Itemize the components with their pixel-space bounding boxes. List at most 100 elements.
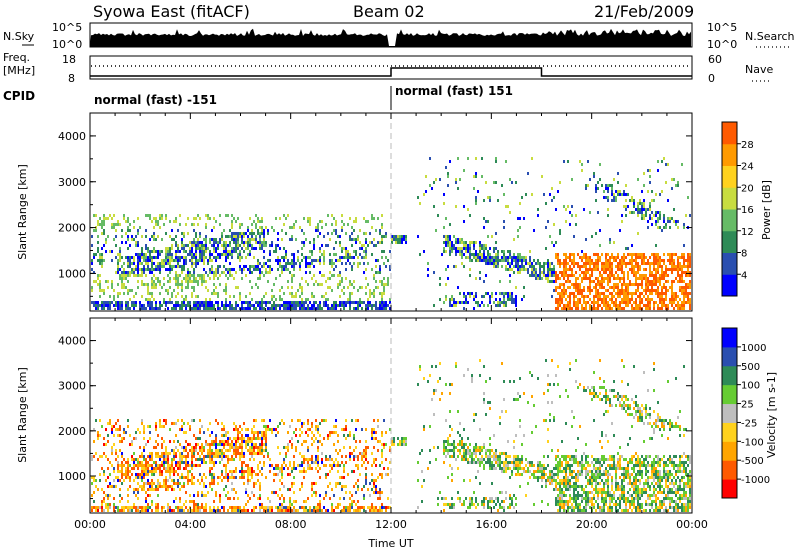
data-pixel (539, 262, 541, 265)
data-pixel (659, 298, 661, 301)
data-pixel (661, 277, 663, 280)
data-pixel (223, 304, 225, 307)
data-pixel (91, 286, 93, 289)
data-pixel (569, 292, 571, 295)
data-pixel (487, 220, 489, 223)
data-pixel (235, 437, 237, 440)
data-pixel (627, 301, 629, 304)
data-pixel (185, 277, 187, 280)
data-pixel (193, 253, 195, 256)
data-pixel (649, 208, 651, 211)
data-pixel (163, 223, 165, 226)
data-pixel (679, 265, 681, 268)
data-pixel (325, 280, 327, 283)
data-pixel (361, 428, 363, 431)
data-pixel (631, 259, 633, 262)
data-pixel (191, 479, 193, 482)
data-pixel (231, 232, 233, 235)
data-pixel (221, 232, 223, 235)
data-pixel (607, 187, 609, 190)
data-pixel (343, 292, 345, 295)
data-pixel (157, 262, 159, 265)
data-pixel (371, 268, 373, 271)
data-pixel (497, 262, 499, 265)
data-pixel (473, 247, 475, 250)
data-pixel (291, 437, 293, 440)
data-pixel (477, 190, 479, 193)
data-pixel (137, 274, 139, 277)
data-pixel (235, 443, 237, 446)
data-pixel (659, 307, 661, 310)
data-pixel (137, 491, 139, 494)
data-pixel (191, 262, 193, 265)
data-pixel (373, 485, 375, 488)
data-pixel (247, 304, 249, 307)
data-pixel (627, 283, 629, 286)
data-pixel (193, 277, 195, 280)
data-pixel (689, 256, 691, 259)
data-pixel (459, 301, 461, 304)
data-pixel (171, 470, 173, 473)
data-pixel (141, 464, 143, 467)
data-pixel (319, 247, 321, 250)
data-pixel (419, 368, 421, 371)
data-pixel (563, 277, 565, 280)
data-pixel (317, 307, 319, 310)
data-pixel (289, 506, 291, 509)
data-pixel (561, 283, 563, 286)
data-pixel (381, 241, 383, 244)
data-pixel (497, 304, 499, 307)
data-pixel (201, 304, 203, 307)
data-pixel (303, 476, 305, 479)
data-pixel (383, 506, 385, 509)
data-pixel (675, 184, 677, 187)
data-pixel (237, 241, 239, 244)
data-pixel (231, 274, 233, 277)
data-pixel (373, 482, 375, 485)
data-pixel (351, 238, 353, 241)
data-pixel (103, 491, 105, 494)
data-pixel (217, 422, 219, 425)
data-pixel (581, 304, 583, 307)
data-pixel (335, 253, 337, 256)
data-pixel (261, 244, 263, 247)
data-pixel (197, 214, 199, 217)
data-pixel (247, 238, 249, 241)
data-pixel (231, 238, 233, 241)
data-pixel (503, 259, 505, 262)
data-pixel (559, 283, 561, 286)
data-pixel (207, 307, 209, 310)
data-pixel (521, 262, 523, 265)
data-pixel (599, 256, 601, 259)
data-pixel (279, 298, 281, 301)
data-pixel (637, 286, 639, 289)
data-pixel (233, 277, 235, 280)
data-pixel (577, 277, 579, 280)
data-pixel (313, 259, 315, 262)
data-pixel (593, 265, 595, 268)
data-pixel (455, 265, 457, 268)
data-pixel (623, 283, 625, 286)
data-pixel (229, 307, 231, 310)
data-pixel (511, 268, 513, 271)
data-pixel (243, 470, 245, 473)
data-pixel (677, 181, 679, 184)
data-pixel (597, 181, 599, 184)
velocity-pixels (91, 359, 691, 512)
data-pixel (341, 220, 343, 223)
data-pixel (167, 289, 169, 292)
data-pixel (441, 253, 443, 256)
data-pixel (623, 193, 625, 196)
data-pixel (363, 452, 365, 455)
data-pixel (271, 244, 273, 247)
data-pixel (291, 304, 293, 307)
data-pixel (137, 458, 139, 461)
data-pixel (221, 452, 223, 455)
data-pixel (539, 271, 541, 274)
data-pixel (335, 307, 337, 310)
data-pixel (145, 244, 147, 247)
data-pixel (255, 241, 257, 244)
data-pixel (501, 184, 503, 187)
data-pixel (361, 286, 363, 289)
data-pixel (455, 178, 457, 181)
